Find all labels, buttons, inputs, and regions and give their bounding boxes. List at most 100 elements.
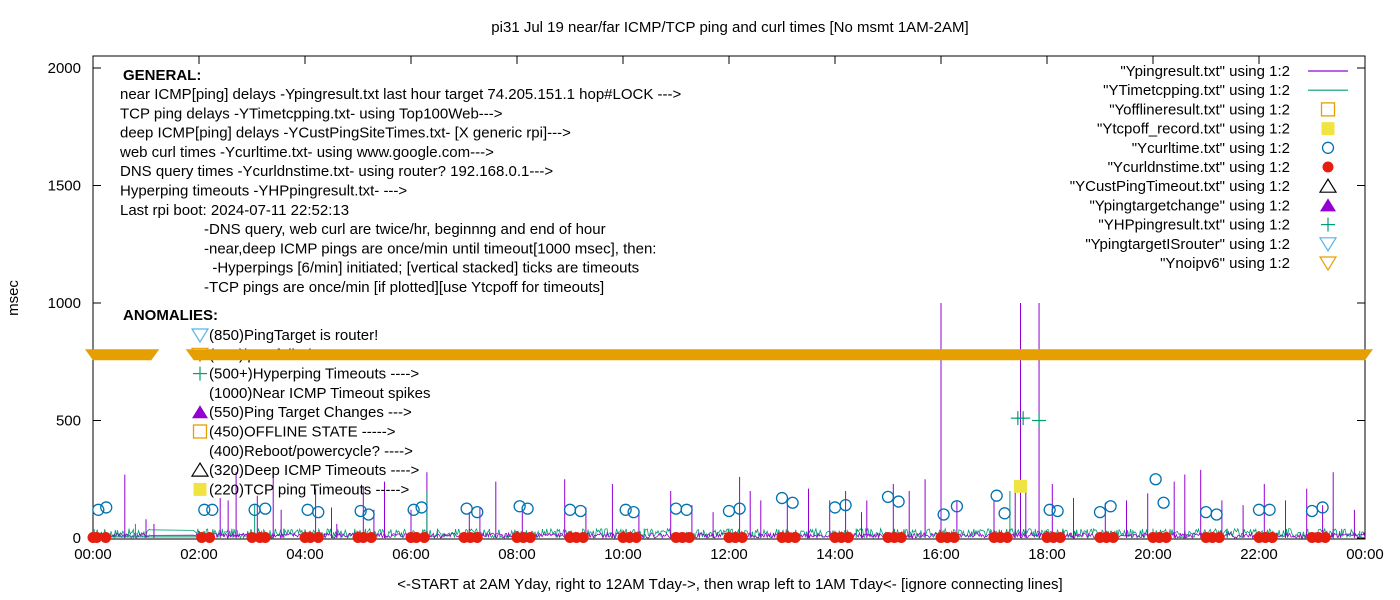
curl-point [1051, 504, 1064, 518]
curl-point [1157, 496, 1170, 509]
general-note: -near,deep ICMP pings are once/min until… [204, 240, 656, 257]
curl-point [1316, 501, 1329, 514]
curl-point [1104, 500, 1117, 513]
general-note: -Hyperpings [6/min] initiated; [vertical… [204, 260, 639, 277]
curl-point [1199, 506, 1213, 519]
curl-point [722, 504, 736, 518]
curl-point [998, 507, 1011, 520]
y-tick-label: 0 [73, 530, 81, 547]
legend-symbol [1318, 256, 1338, 272]
curl-point [198, 503, 211, 516]
hyperping-point [1032, 413, 1047, 428]
dns-point [1266, 532, 1278, 544]
dns-point [100, 532, 112, 544]
general-line: TCP ping delays -YTimetcpping.txt- using… [120, 105, 503, 122]
dns-point [842, 532, 854, 544]
dns-point [736, 532, 748, 544]
anomalies-heading: ANOMALIES: [123, 307, 218, 324]
curl-point [828, 501, 842, 514]
curl-point [1263, 503, 1276, 516]
dns-point [357, 532, 369, 544]
x-tick-label: 14:00 [816, 546, 854, 563]
dns-point [204, 532, 216, 544]
curl-point [1305, 504, 1319, 518]
curl-point [775, 491, 789, 505]
y-axis-label: msec [5, 280, 22, 316]
dns-point [948, 532, 960, 544]
curl-point [881, 490, 895, 504]
dns-point [410, 532, 422, 544]
y-tick-label: 500 [56, 413, 81, 430]
legend-label: "YCustPingTimeout.txt" using 1:2 [1070, 178, 1290, 195]
legend-symbol [1318, 178, 1338, 193]
anomaly-symbol [190, 461, 210, 477]
legend-label: "YTimetcpping.txt" using 1:2 [1103, 82, 1290, 99]
dns-point [895, 532, 907, 544]
x-axis: 00:00 02:00 04:00 06:00 08:00 10:00 12:00 14:00… [74, 56, 1384, 563]
dns-point [1319, 532, 1331, 544]
anomaly-line: (550)Ping Target Changes ---> [209, 404, 412, 421]
curl-point [521, 502, 534, 515]
legend-label: "YpingtargetISrouter" using 1:2 [1085, 236, 1290, 253]
curl-point [990, 489, 1003, 502]
curl-point [1252, 503, 1266, 516]
legend-symbol [1322, 161, 1334, 173]
hyperping-point [1016, 411, 1031, 426]
anomaly-symbol [192, 424, 208, 439]
anomaly-symbol [193, 482, 207, 496]
x-axis-label: <-START at 2AM Yday, right to 12AM Tday-… [397, 576, 1062, 593]
curl-point [92, 503, 105, 516]
curl-point [733, 502, 746, 515]
y-tick-label: 1500 [48, 178, 81, 195]
legend-label: "Ytcpoff_record.txt" using 1:2 [1097, 121, 1290, 138]
curl-point [619, 503, 632, 516]
y-tick-label: 2000 [48, 60, 81, 77]
anomaly-symbol [190, 328, 210, 344]
general-note-lines: -DNS query, web curl are twice/hr, begin… [204, 221, 656, 296]
legend: "Ypingresult.txt" using 1:2 "YTimetcpping… [1070, 63, 1348, 272]
curl-point [563, 503, 577, 516]
curl-point [460, 502, 473, 515]
legend-label: "Yofflineresult.txt" using 1:2 [1109, 101, 1290, 118]
curl-point [786, 496, 799, 509]
curl-point [680, 503, 693, 516]
x-tick-label: 00:00 [74, 546, 112, 563]
dns-point [683, 532, 695, 544]
y-tick-label: 1000 [48, 295, 81, 312]
dns-point [1107, 532, 1119, 544]
curl-point [407, 503, 420, 516]
x-tick-label: 20:00 [1134, 546, 1172, 563]
x-tick-label: 22:00 [1240, 546, 1278, 563]
curl-point [669, 502, 683, 515]
noipv6-band-right [185, 349, 1374, 361]
noipv6-band-left [85, 349, 160, 361]
anomaly-line: (1000)Near ICMP Timeout spikes [209, 385, 430, 402]
legend-label: "YHPpingresult.txt" using 1:2 [1098, 217, 1290, 234]
dns-point [312, 532, 324, 544]
anomaly-line: (450)OFFLINE STATE -----> [209, 424, 396, 441]
anomaly-line: (500+)Hyperping Timeouts ----> [209, 366, 419, 383]
anomaly-line: (320)Deep ICMP Timeouts ----> [209, 462, 419, 479]
curl-point [259, 502, 272, 515]
dns-point [365, 532, 377, 544]
general-notes: GENERAL: near ICMP[ping] delays -Ypingre… [119, 67, 682, 296]
dns-point [246, 532, 258, 544]
data-layer [87, 303, 1366, 544]
dns-point [196, 532, 208, 544]
chart-title: pi31 Jul 19 near/far ICMP/TCP ping and c… [491, 19, 968, 36]
general-line: Hyperping timeouts -YHPpingresult.txt- -… [120, 183, 407, 200]
curl-point [312, 506, 325, 519]
curl-point [1043, 503, 1056, 516]
legend-label: "Ypingtargetchange" using 1:2 [1089, 197, 1290, 214]
dns-point [1213, 532, 1225, 544]
general-line: Last rpi boot: 2024-07-11 22:52:13 [120, 202, 349, 219]
anomaly-line: (850)PingTarget is router! [209, 327, 378, 344]
general-note: -DNS query, web curl are twice/hr, begin… [204, 221, 606, 238]
x-tick-label: 00:00 [1346, 546, 1384, 563]
general-line: DNS query times -Ycurldnstime.txt- using… [120, 163, 553, 180]
curl-point [100, 501, 113, 514]
dns-point [630, 532, 642, 544]
x-tick-label: 04:00 [286, 546, 324, 563]
general-line: near ICMP[ping] delays -Ypingresult.txt … [120, 86, 682, 103]
